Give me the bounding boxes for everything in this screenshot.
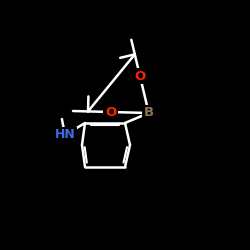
Text: B: B (144, 106, 154, 120)
Text: O: O (134, 70, 145, 83)
Text: O: O (105, 106, 116, 118)
Text: HN: HN (54, 128, 76, 141)
